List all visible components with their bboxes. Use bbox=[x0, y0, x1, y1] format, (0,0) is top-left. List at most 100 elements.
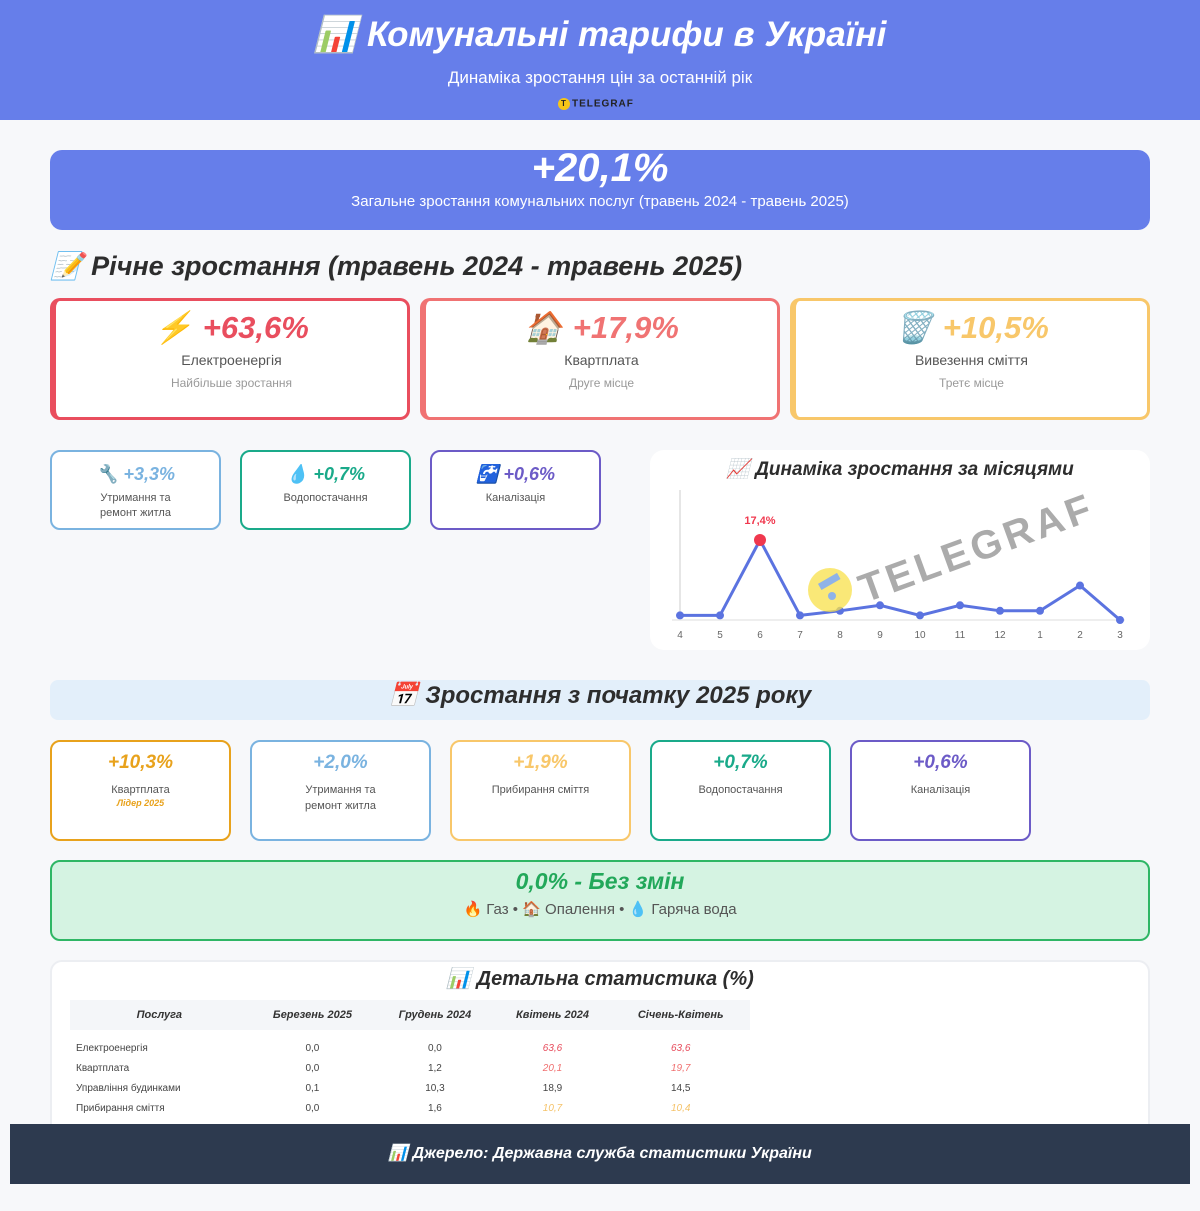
x-tick-label: 9 bbox=[877, 630, 883, 641]
total-growth-banner: +20,1% Загальне зростання комунальних по… bbox=[50, 146, 1150, 230]
card-name: Каналізація bbox=[485, 492, 546, 504]
card-value: 🗑️ +10,5% bbox=[796, 309, 1147, 346]
card-percent: +0,7% bbox=[313, 464, 365, 484]
data-point bbox=[1036, 606, 1044, 615]
card-percent: +10,5% bbox=[942, 310, 1049, 345]
card-value: +1,9% bbox=[513, 752, 568, 773]
card-value: ⚡ +63,6% bbox=[56, 309, 407, 346]
value-cell: 14,5 bbox=[670, 1082, 691, 1094]
other-growth-card: 🔧 +3,3% Утримання та ремонт житла bbox=[50, 450, 221, 530]
x-tick-label: 11 bbox=[955, 630, 966, 641]
value-cell: 63,6 bbox=[542, 1042, 563, 1054]
card-value: 💧 +0,7% bbox=[242, 464, 409, 485]
year-2025-card: +1,9% Прибирання сміття bbox=[450, 740, 631, 841]
value-cell: 63,6 bbox=[670, 1042, 691, 1054]
data-point bbox=[676, 611, 684, 620]
data-point bbox=[754, 534, 766, 546]
value-cell: 20,1 bbox=[542, 1062, 563, 1074]
card-name: Прибирання сміття bbox=[491, 784, 590, 796]
card-name: Електроенергія bbox=[181, 352, 282, 368]
total-growth-value: +20,1% bbox=[531, 146, 669, 190]
card-value: +2,0% bbox=[313, 752, 368, 773]
card-percent: +3,3% bbox=[123, 464, 175, 484]
table-row: Електроенергія 0,0 0,0 63,6 63,6 bbox=[70, 1038, 750, 1058]
telegraf-logo-icon: T bbox=[558, 98, 570, 110]
data-point bbox=[996, 606, 1004, 615]
no-change-box: 0,0% - Без змін 🔥 Газ • 🏠 Опалення • 💧 Г… bbox=[50, 860, 1150, 941]
x-tick-label: 8 bbox=[837, 630, 843, 641]
value-cell: 10,3 bbox=[425, 1082, 445, 1094]
value-cell: 10,4 bbox=[670, 1102, 691, 1114]
data-point bbox=[1116, 616, 1124, 624]
value-cell: 0,0 bbox=[305, 1102, 320, 1114]
page-title: 📊 Комунальні тарифи в Україні bbox=[313, 15, 887, 54]
x-tick-label: 7 bbox=[797, 630, 803, 641]
service-icon: 🏠 bbox=[524, 310, 563, 345]
footer-source: 📊 Джерело: Державна служба статистики Ук… bbox=[10, 1124, 1190, 1184]
card-rank: Третє місце bbox=[939, 376, 1004, 390]
service-name-cell: Квартплата bbox=[76, 1062, 130, 1074]
x-tick-label: 12 bbox=[994, 630, 1006, 641]
value-cell: 10,7 bbox=[542, 1102, 563, 1114]
value-cell: 0,1 bbox=[305, 1082, 320, 1094]
x-tick-label: 4 bbox=[677, 630, 683, 641]
chart-title: 📈 Динаміка зростання за місяцями bbox=[726, 459, 1074, 480]
stats-panel: 📊 Детальна статистика (%) Послуга Березен… bbox=[50, 960, 1150, 1140]
no-change-value: 0,0% - Без змін bbox=[515, 868, 685, 894]
stats-title: 📊 Детальна статистика (%) bbox=[446, 968, 754, 990]
annual-section-title: 📝 Річне зростання (травень 2024 - травен… bbox=[50, 251, 743, 281]
x-tick-label: 2 bbox=[1077, 630, 1083, 641]
other-growth-card: 🚰 +0,6% Каналізація bbox=[430, 450, 601, 530]
card-value: +10,3% bbox=[108, 752, 173, 773]
column-header: Послуга bbox=[70, 1000, 249, 1030]
top-growth-card: 🗑️ +10,5% Вивезення сміття Третє місце bbox=[790, 298, 1150, 420]
table-row: Квартплата 0,0 1,2 20,1 19,7 bbox=[70, 1058, 750, 1078]
year-2025-card: +10,3% Квартплата Лідер 2025 bbox=[50, 740, 231, 841]
data-point bbox=[1076, 581, 1084, 590]
stats-table: Послуга Березень 2025 Грудень 2024 Квітень … bbox=[70, 1000, 750, 1118]
top-growth-card: 🏠 +17,9% Квартплата Друге місце bbox=[420, 298, 780, 420]
year-2025-banner: 📅 Зростання з початку 2025 року bbox=[50, 680, 1150, 720]
data-point bbox=[956, 601, 964, 610]
card-value: 🏠 +17,9% bbox=[426, 309, 777, 346]
card-name: Водопостачання bbox=[698, 784, 783, 796]
x-tick-label: 5 bbox=[717, 630, 723, 641]
service-icon: ⚡ bbox=[154, 310, 193, 345]
card-value: 🚰 +0,6% bbox=[432, 464, 599, 485]
service-icon: 🔧 bbox=[96, 464, 119, 484]
column-header: Березень 2025 bbox=[248, 1000, 377, 1030]
service-name-cell: Управління будинками bbox=[76, 1082, 181, 1094]
year-2025-card: +0,7% Водопостачання bbox=[650, 740, 831, 841]
value-cell: 19,7 bbox=[670, 1062, 691, 1074]
page-subtitle: Динаміка зростання цін за останній рік bbox=[447, 68, 753, 87]
value-cell: 1,6 bbox=[427, 1102, 442, 1114]
card-name: Утримання та ремонт житла bbox=[100, 492, 171, 519]
total-growth-label: Загальне зростання комунальних послуг (т… bbox=[351, 193, 849, 210]
service-icon: 🚰 bbox=[476, 464, 499, 484]
x-tick-label: 3 bbox=[1117, 630, 1123, 641]
chart-svg: 4 5 6 7 8 9 10 11 12 1 2 317,4% bbox=[672, 490, 1125, 641]
column-header: Січень-Квітень bbox=[611, 1000, 750, 1030]
brand-logo: T TELEGRAF bbox=[558, 98, 634, 110]
data-point bbox=[796, 611, 804, 620]
card-name: Каналізація bbox=[910, 784, 971, 796]
x-tick-label: 10 bbox=[914, 630, 926, 641]
card-name: Вивезення сміття bbox=[914, 352, 1029, 368]
year-2025-title: 📅 Зростання з початку 2025 року bbox=[388, 682, 812, 709]
value-cell: 0,0 bbox=[305, 1042, 320, 1054]
service-icon: 💧 bbox=[286, 464, 309, 484]
card-name: Квартплата bbox=[564, 352, 639, 368]
service-icon: 🗑️ bbox=[894, 310, 933, 345]
leader-badge: Лідер 2025 bbox=[116, 798, 165, 808]
series-line bbox=[680, 536, 1121, 622]
service-name-cell: Прибирання сміття bbox=[76, 1102, 165, 1114]
table-row: Управління будинками 0,1 10,3 18,9 14,5 bbox=[70, 1078, 750, 1098]
column-header: Грудень 2024 bbox=[376, 1000, 494, 1030]
peak-data-label: 17,4% bbox=[744, 515, 775, 527]
card-value: +0,6% bbox=[913, 752, 968, 773]
column-header: Квітень 2024 bbox=[493, 1000, 612, 1030]
service-name-cell: Електроенергія bbox=[76, 1042, 148, 1054]
top-growth-card: ⚡ +63,6% Електроенергія Найбільше зростання bbox=[50, 298, 410, 420]
monthly-chart: 📈 Динаміка зростання за місяцями 4 5 6 7 8 9 1… bbox=[650, 450, 1150, 650]
table-row: Прибирання сміття 0,0 1,6 10,7 10,4 bbox=[70, 1098, 750, 1118]
